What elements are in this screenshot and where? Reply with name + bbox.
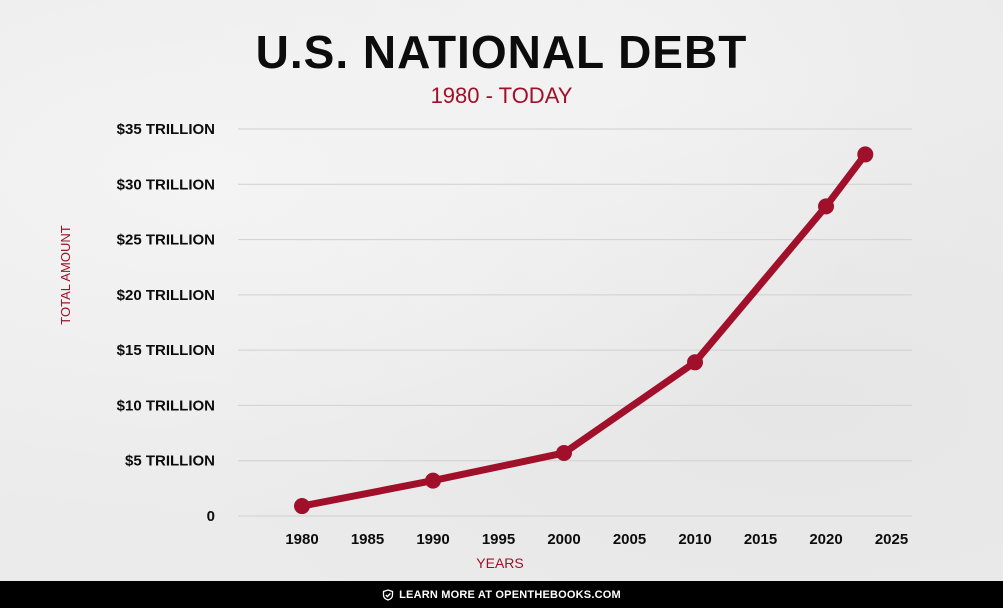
series-line: [298, 150, 869, 510]
line-chart: 0 $5 TRILLION $10 TRILLION $15 TRILLION $20 …: [58, 121, 912, 571]
y-tick-label: $15 TRILLION: [117, 342, 215, 359]
x-tick-label: 2000: [547, 531, 580, 548]
x-tick-label: 2015: [744, 531, 777, 548]
y-tick-label: $30 TRILLION: [117, 176, 215, 193]
x-tick-label: 1985: [351, 531, 384, 548]
y-tick-label: $5 TRILLION: [125, 453, 215, 470]
paper-background: [0, 0, 1003, 581]
data-point: [556, 444, 572, 461]
x-tick-label: 1990: [416, 531, 449, 548]
y-tick-label: $10 TRILLION: [117, 397, 215, 414]
chart-subtitle: 1980 - TODAY: [430, 83, 573, 108]
x-tick-label: 1995: [482, 531, 515, 548]
y-tick-label: $25 TRILLION: [117, 232, 215, 249]
x-tick-label: 2020: [809, 531, 842, 548]
data-point: [818, 198, 834, 215]
data-point: [857, 146, 874, 163]
x-tick-label: 2025: [875, 531, 908, 548]
x-tick-label: 2010: [678, 531, 711, 548]
data-point: [687, 354, 703, 371]
chart-title: U.S. NATIONAL DEBT: [255, 26, 748, 78]
x-tick-label: 2005: [613, 531, 646, 548]
y-tick-label: $35 TRILLION: [117, 121, 215, 138]
x-tick-label: 1980: [285, 531, 318, 548]
footer-bar: LEARN MORE AT OPENTHEBOOKS.COM: [0, 581, 1003, 608]
check-shield-icon: [382, 588, 394, 601]
y-axis-label: TOTAL AMOUNT: [58, 225, 73, 324]
y-tick-label: $20 TRILLION: [117, 287, 215, 304]
data-point: [294, 498, 310, 515]
y-tick-label: 0: [207, 508, 215, 525]
footer-link-text[interactable]: LEARN MORE AT OPENTHEBOOKS.COM: [399, 588, 621, 601]
x-axis-label: YEARS: [476, 555, 523, 571]
data-point: [425, 472, 441, 489]
